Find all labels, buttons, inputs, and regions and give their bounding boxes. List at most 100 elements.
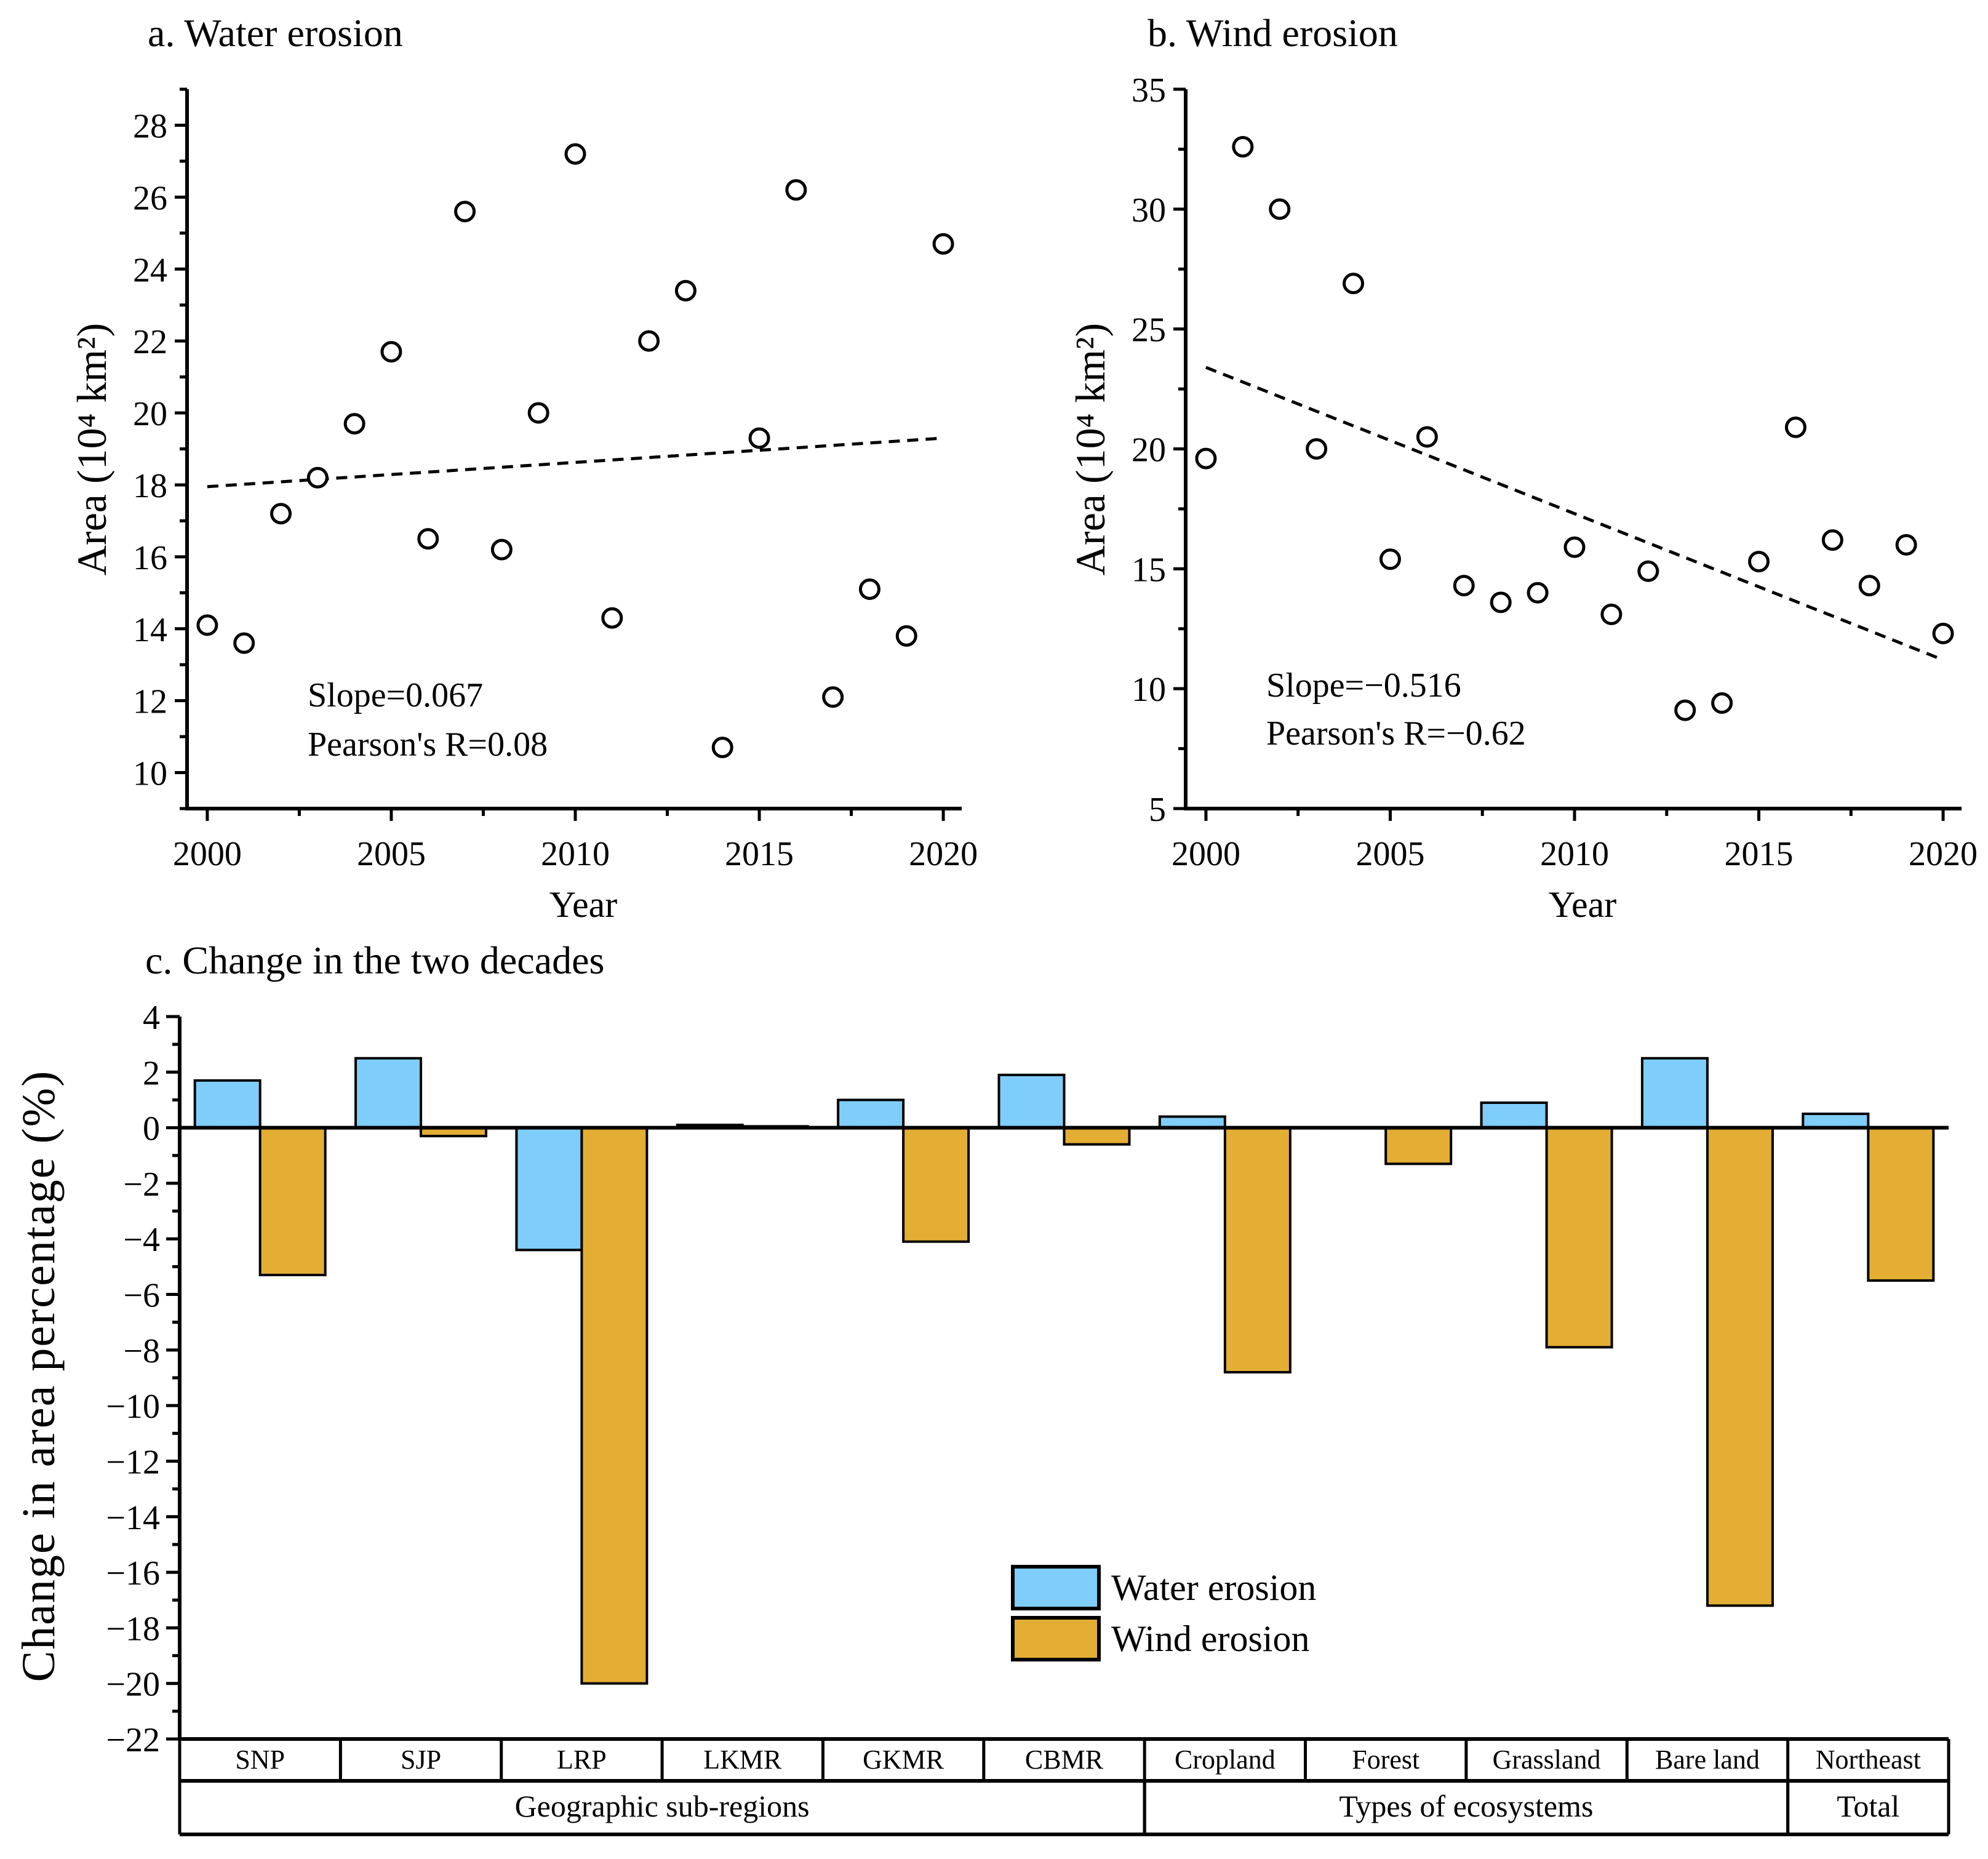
panel-b-data-point bbox=[1269, 198, 1291, 220]
category-label: Cropland bbox=[1175, 1745, 1275, 1775]
panel-c-y-tick-label: 2 bbox=[143, 1054, 160, 1092]
bar-wind-lrp bbox=[580, 1126, 649, 1685]
panel-c-y-tick-label: −20 bbox=[106, 1666, 160, 1704]
panel-a-data-point bbox=[858, 578, 880, 600]
panel-a-data-point bbox=[454, 201, 476, 223]
panel-a-data-point bbox=[638, 330, 660, 352]
panel-a-y-tick-label: 14 bbox=[133, 611, 167, 649]
panel-b-data-point bbox=[1748, 551, 1770, 573]
category-label: SJP bbox=[401, 1745, 441, 1775]
panel-a-ylabel: Area (10⁴ km²) bbox=[68, 323, 115, 575]
panel-b-data-point bbox=[1895, 534, 1917, 556]
panel-a-y-tick-label: 22 bbox=[133, 323, 167, 361]
bar-wind-bare-land bbox=[1706, 1126, 1774, 1607]
panel-a-y-tick-label: 16 bbox=[133, 539, 167, 577]
panel-a-data-point bbox=[564, 143, 586, 165]
panel-c-y-tick-label: −14 bbox=[106, 1499, 160, 1537]
panel-a-title: a. Water erosion bbox=[148, 11, 403, 55]
panel-b-y-tick-label: 30 bbox=[1132, 191, 1166, 230]
panel-a-data-point bbox=[196, 614, 218, 636]
panel-c-y-tick-label: 4 bbox=[143, 999, 160, 1037]
panel-b-y-tick-label: 10 bbox=[1132, 671, 1166, 709]
bar-water-gkmr bbox=[837, 1098, 905, 1129]
bar-wind-grassland bbox=[1545, 1126, 1613, 1349]
panel-a-data-point bbox=[490, 538, 513, 561]
panel-b-y-tick-label: 5 bbox=[1149, 791, 1166, 829]
bar-water-bare-land bbox=[1640, 1057, 1709, 1129]
panel-b-data-point bbox=[1416, 426, 1438, 448]
category-label: Grassland bbox=[1493, 1745, 1601, 1775]
panel-a-data-point bbox=[674, 279, 697, 302]
panel-a-y-tick-label: 24 bbox=[133, 251, 167, 289]
category-label: Forest bbox=[1352, 1745, 1419, 1775]
panel-a-data-point bbox=[270, 503, 292, 525]
legend-label-wind: Wind erosion bbox=[1111, 1618, 1310, 1659]
panel-b-y-tick-label: 25 bbox=[1132, 311, 1166, 350]
panel-a-y-tick-label: 28 bbox=[133, 107, 167, 145]
panel-b-data-point bbox=[1674, 699, 1696, 721]
panel-c-y-tick-label: 0 bbox=[143, 1110, 160, 1148]
panel-b-x-tick-label: 2005 bbox=[1355, 835, 1424, 873]
panel-a-data-point bbox=[895, 625, 917, 647]
panel-c-y-tick-label: −10 bbox=[106, 1388, 160, 1426]
panel-a-data-point bbox=[306, 466, 329, 489]
bar-water-northeast bbox=[1802, 1113, 1870, 1129]
bar-wind-snp bbox=[258, 1126, 327, 1276]
panel-a-data-point bbox=[380, 341, 402, 363]
panel-b-y-tick-label: 35 bbox=[1132, 71, 1166, 110]
panel-a-y-tick-label: 12 bbox=[133, 683, 167, 721]
panel-c-y-tick-label: −4 bbox=[123, 1221, 160, 1259]
panel-c-y-tick-label: −22 bbox=[106, 1721, 160, 1759]
panel-b-data-point bbox=[1527, 582, 1549, 604]
panel-a-trend-line bbox=[207, 436, 944, 489]
category-label: CBMR bbox=[1025, 1745, 1104, 1775]
category-label: SNP bbox=[235, 1745, 285, 1775]
panel-b-trend-line bbox=[1205, 366, 1944, 662]
group-label: Geographic sub-regions bbox=[515, 1789, 810, 1823]
panel-a-y-tick-label: 26 bbox=[133, 179, 167, 217]
panel-b-data-point bbox=[1490, 591, 1512, 614]
panel-a-data-point bbox=[748, 427, 770, 449]
panel-a-x-tick-label: 2020 bbox=[909, 835, 978, 873]
bar-wind-northeast bbox=[1867, 1126, 1935, 1282]
panel-b-x-tick-label: 2015 bbox=[1725, 835, 1794, 873]
bar-water-snp bbox=[193, 1079, 261, 1129]
panel-b-title: b. Wind erosion bbox=[1148, 11, 1398, 55]
panel-b-data-point bbox=[1563, 536, 1586, 558]
category-label: LKMR bbox=[703, 1745, 782, 1775]
panel-b-data-point bbox=[1821, 529, 1843, 551]
panel-b-data-point bbox=[1306, 438, 1328, 460]
category-label: Bare land bbox=[1655, 1745, 1760, 1775]
panel-a-data-point bbox=[527, 402, 549, 424]
bar-wind-cbmr bbox=[1063, 1126, 1131, 1146]
panel-a-data-point bbox=[711, 737, 733, 759]
panel-c-title: c. Change in the two decades bbox=[145, 938, 604, 982]
panel-c-y-tick-label: −8 bbox=[123, 1332, 160, 1370]
panel-c-y-tick-label: −2 bbox=[123, 1165, 160, 1204]
bar-water-sjp bbox=[354, 1057, 423, 1129]
panel-a-plot: 10 12 14 16 18 20 22 24 26 28 2000 2005 2010 2015 2020 bbox=[133, 87, 978, 873]
panel-a-xlabel: Year bbox=[549, 884, 618, 925]
panel-b-data-point bbox=[1453, 575, 1475, 597]
panel-a-x-tick-label: 2015 bbox=[725, 835, 794, 873]
bar-water-cbmr bbox=[997, 1073, 1066, 1129]
panel-a-data-point bbox=[822, 686, 844, 708]
panel-b-x-tick-label: 2010 bbox=[1540, 835, 1609, 873]
panel-a-y-tick-label: 20 bbox=[133, 395, 167, 433]
panel-b-data-point bbox=[1637, 560, 1659, 582]
panel-a-data-point bbox=[601, 607, 623, 629]
panel-b-data-point bbox=[1711, 692, 1733, 714]
panel-a-data-point bbox=[233, 632, 255, 654]
panel-c-plot: 4 2 0 −2 −4 −6 −8 −10 −12 −14 −16 −18 −20 −22 SNP SJP LR… bbox=[106, 999, 1950, 1836]
legend-swatch-wind bbox=[1011, 1616, 1101, 1661]
panel-b-y-tick-label: 15 bbox=[1132, 551, 1166, 589]
panel-a-x-tick-label: 2000 bbox=[173, 835, 242, 873]
group-label: Types of ecosystems bbox=[1339, 1789, 1593, 1823]
category-label: GKMR bbox=[863, 1745, 944, 1775]
panel-b-x-tick-label: 2000 bbox=[1172, 835, 1240, 873]
panel-a-annotation-r: Pearson's R=0.08 bbox=[308, 726, 548, 764]
panel-c-ylabel: Change in area percentage (%) bbox=[13, 1070, 65, 1682]
panel-a-data-point bbox=[932, 233, 954, 255]
panel-b-data-point bbox=[1858, 575, 1880, 597]
category-label: LRP bbox=[557, 1745, 607, 1775]
